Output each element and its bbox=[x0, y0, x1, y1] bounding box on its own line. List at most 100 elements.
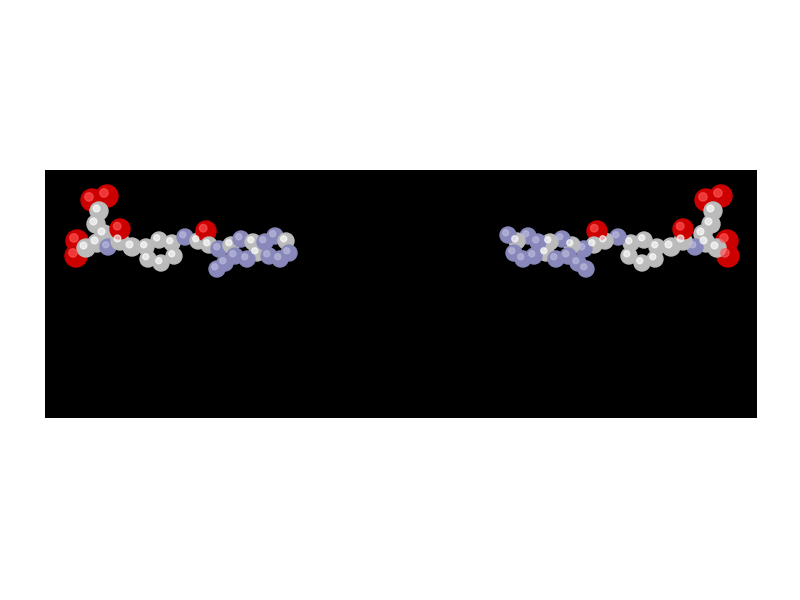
Circle shape bbox=[621, 248, 637, 264]
Circle shape bbox=[95, 225, 113, 243]
Circle shape bbox=[586, 237, 602, 253]
Circle shape bbox=[566, 240, 573, 246]
Circle shape bbox=[100, 189, 108, 197]
Circle shape bbox=[695, 189, 717, 211]
Circle shape bbox=[77, 239, 95, 257]
Circle shape bbox=[548, 251, 564, 267]
Circle shape bbox=[190, 233, 206, 249]
Circle shape bbox=[151, 232, 167, 248]
Circle shape bbox=[66, 230, 88, 252]
Circle shape bbox=[570, 255, 586, 271]
Circle shape bbox=[70, 234, 78, 242]
Circle shape bbox=[260, 237, 266, 243]
Circle shape bbox=[714, 189, 722, 197]
Circle shape bbox=[704, 202, 722, 220]
Circle shape bbox=[518, 254, 524, 260]
Circle shape bbox=[249, 245, 265, 261]
Circle shape bbox=[166, 238, 173, 244]
Circle shape bbox=[509, 233, 525, 249]
Circle shape bbox=[698, 193, 707, 201]
Circle shape bbox=[624, 251, 630, 257]
Circle shape bbox=[177, 229, 193, 245]
Circle shape bbox=[512, 236, 518, 242]
Circle shape bbox=[248, 237, 254, 243]
Circle shape bbox=[138, 239, 154, 255]
Circle shape bbox=[169, 251, 174, 257]
Circle shape bbox=[515, 251, 531, 267]
Circle shape bbox=[506, 245, 522, 261]
Circle shape bbox=[690, 242, 696, 248]
Circle shape bbox=[217, 255, 233, 271]
Circle shape bbox=[154, 235, 160, 241]
Circle shape bbox=[180, 232, 186, 238]
Circle shape bbox=[673, 219, 693, 239]
Circle shape bbox=[230, 251, 236, 257]
Circle shape bbox=[114, 223, 121, 230]
Circle shape bbox=[223, 237, 239, 253]
Circle shape bbox=[281, 245, 297, 261]
Circle shape bbox=[123, 238, 141, 256]
Circle shape bbox=[81, 189, 103, 211]
Circle shape bbox=[560, 248, 576, 264]
Circle shape bbox=[564, 237, 580, 253]
Circle shape bbox=[166, 248, 182, 264]
Circle shape bbox=[257, 234, 273, 250]
Circle shape bbox=[196, 221, 216, 241]
Circle shape bbox=[87, 215, 105, 233]
Circle shape bbox=[533, 237, 539, 243]
Circle shape bbox=[545, 237, 550, 243]
Circle shape bbox=[600, 236, 606, 242]
Circle shape bbox=[587, 221, 607, 241]
Circle shape bbox=[69, 249, 77, 257]
Circle shape bbox=[720, 234, 728, 242]
Circle shape bbox=[613, 232, 619, 238]
Circle shape bbox=[126, 241, 133, 248]
Circle shape bbox=[214, 244, 220, 250]
Circle shape bbox=[204, 240, 210, 246]
Circle shape bbox=[80, 242, 87, 249]
Circle shape bbox=[98, 228, 105, 235]
Circle shape bbox=[239, 251, 255, 267]
Circle shape bbox=[233, 231, 249, 247]
Circle shape bbox=[697, 228, 704, 235]
Circle shape bbox=[554, 231, 570, 247]
Circle shape bbox=[212, 264, 218, 270]
Circle shape bbox=[697, 234, 715, 252]
Circle shape bbox=[226, 240, 232, 246]
Circle shape bbox=[209, 261, 225, 277]
Circle shape bbox=[677, 235, 684, 242]
Circle shape bbox=[674, 232, 692, 250]
Circle shape bbox=[526, 248, 542, 264]
Circle shape bbox=[90, 218, 97, 225]
Circle shape bbox=[716, 230, 738, 252]
Circle shape bbox=[529, 251, 534, 257]
Circle shape bbox=[530, 234, 546, 250]
Circle shape bbox=[261, 248, 277, 264]
Circle shape bbox=[576, 241, 592, 257]
Circle shape bbox=[88, 234, 106, 252]
Circle shape bbox=[610, 229, 626, 245]
Circle shape bbox=[502, 230, 509, 236]
Circle shape bbox=[652, 242, 658, 248]
Circle shape bbox=[634, 255, 650, 271]
Circle shape bbox=[252, 248, 258, 254]
Circle shape bbox=[581, 264, 586, 270]
Circle shape bbox=[201, 237, 217, 253]
Circle shape bbox=[626, 238, 632, 244]
Circle shape bbox=[589, 240, 594, 246]
Circle shape bbox=[647, 251, 663, 267]
Circle shape bbox=[96, 185, 118, 207]
Circle shape bbox=[93, 205, 100, 212]
Circle shape bbox=[270, 231, 276, 237]
Circle shape bbox=[193, 236, 198, 242]
Circle shape bbox=[140, 251, 156, 267]
Circle shape bbox=[677, 223, 684, 230]
Circle shape bbox=[573, 258, 578, 264]
Circle shape bbox=[705, 218, 712, 225]
Circle shape bbox=[665, 241, 672, 248]
Circle shape bbox=[578, 261, 594, 277]
Circle shape bbox=[220, 258, 226, 264]
Circle shape bbox=[65, 245, 87, 267]
Circle shape bbox=[267, 228, 283, 244]
Circle shape bbox=[236, 234, 242, 240]
